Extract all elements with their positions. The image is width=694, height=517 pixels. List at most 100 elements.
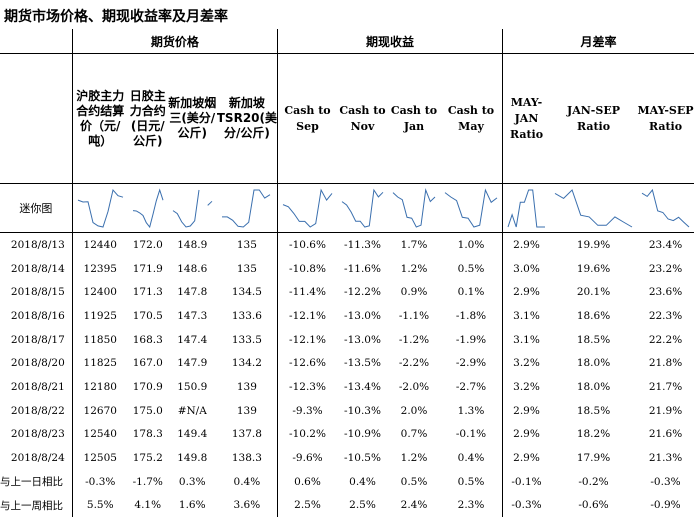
sparkline-cell	[388, 184, 440, 233]
sparkline-line	[445, 190, 497, 227]
table-cell: 12440	[72, 233, 128, 257]
table-cell: 3.2%	[503, 351, 551, 375]
table-cell: -9.3%	[278, 399, 338, 423]
date-cell: 2018/8/17	[0, 328, 72, 352]
table-cell: 168.3	[128, 328, 168, 352]
table-cell: 3.2%	[503, 375, 551, 399]
table-cell: 2.4%	[388, 494, 440, 517]
table-cell: 11825	[72, 351, 128, 375]
sparkline-cell	[337, 184, 388, 233]
table-cell: -0.3%	[72, 470, 128, 494]
sparkline-cell	[637, 184, 694, 233]
table-cell: 1.7%	[388, 233, 440, 257]
table-cell: 0.4%	[440, 446, 503, 470]
sparkline-row: 迷你图	[0, 184, 694, 233]
table-cell: -12.3%	[278, 375, 338, 399]
table-cell: 1.2%	[388, 446, 440, 470]
header-may-sep-ratio: MAY-SEP Ratio	[637, 54, 694, 184]
sparkline-line	[555, 190, 632, 227]
group-header-row: 期货价格 期现收益 月差率	[0, 29, 694, 54]
table-cell: 17.9%	[550, 446, 637, 470]
header-may-jan-ratio: MAY-JAN Ratio	[503, 54, 551, 184]
date-cell: 2018/8/13	[0, 233, 72, 257]
date-cell: 2018/8/16	[0, 304, 72, 328]
table-cell: 2.0%	[388, 399, 440, 423]
table-cell: 175.2	[128, 446, 168, 470]
table-cell: 150.9	[168, 375, 217, 399]
table-cell: -10.2%	[278, 423, 338, 447]
table-cell: 1.0%	[440, 233, 503, 257]
table-cell: 147.9	[168, 351, 217, 375]
table-cell: -0.3%	[637, 470, 694, 494]
table-cell: -0.6%	[550, 494, 637, 517]
comparison-label: 与上一日相比	[0, 470, 72, 494]
header-cash-to-jan: Cash to Jan	[388, 54, 440, 184]
table-cell: -13.0%	[337, 304, 388, 328]
table-cell: 22.3%	[637, 304, 694, 328]
column-header-row: 沪胶主力合约结算价（元/吨） 日胶主力合约(日元/公斤) 新加坡烟三(美分/公斤…	[0, 54, 694, 184]
table-cell: 135	[217, 257, 278, 281]
sparkline-chart	[168, 185, 217, 232]
table-cell: 19.9%	[550, 233, 637, 257]
table-cell: 0.1%	[440, 280, 503, 304]
table-cell: -12.1%	[278, 304, 338, 328]
table-cell: -11.4%	[278, 280, 338, 304]
header-jan-sep-ratio: JAN-SEP Ratio	[550, 54, 637, 184]
table-cell: -13.5%	[337, 351, 388, 375]
table-cell: 170.9	[128, 375, 168, 399]
sparkline-line	[393, 190, 435, 227]
group-month-spread: 月差率	[503, 29, 694, 54]
table-cell: 0.5%	[440, 470, 503, 494]
table-cell: 18.0%	[550, 351, 637, 375]
table-cell: -12.1%	[278, 328, 338, 352]
sparkline-cell	[217, 184, 278, 233]
table-cell: 3.1%	[503, 304, 551, 328]
table-cell: 23.6%	[637, 280, 694, 304]
table-cell: -0.9%	[637, 494, 694, 517]
table-cell: 18.2%	[550, 423, 637, 447]
table-cell: 0.3%	[168, 470, 217, 494]
header-cash-to-sep: Cash to Sep	[278, 54, 338, 184]
table-cell: 178.3	[128, 423, 168, 447]
group-futures-price: 期货价格	[72, 29, 277, 54]
table-cell: #N/A	[168, 399, 217, 423]
table-cell: 2.9%	[503, 423, 551, 447]
sparkline-line	[78, 190, 123, 227]
table-cell: 11925	[72, 304, 128, 328]
sparkline-chart	[337, 185, 388, 232]
table-cell: 133.5	[217, 328, 278, 352]
header-date	[0, 54, 72, 184]
table-cell: -1.2%	[388, 328, 440, 352]
sparkline-cell	[168, 184, 217, 233]
header-cash-to-nov: Cash to Nov	[337, 54, 388, 184]
table-cell: 148.9	[168, 233, 217, 257]
table-cell: 3.6%	[217, 494, 278, 517]
header-sg-tsr20: 新加坡TSR20(美分/公斤)	[217, 54, 278, 184]
table-cell: 135	[217, 233, 278, 257]
sparkline-cell	[72, 184, 128, 233]
table-cell: 18.0%	[550, 375, 637, 399]
table-cell: 23.2%	[637, 257, 694, 281]
table-cell: 0.5%	[388, 470, 440, 494]
sparkline-chart	[128, 185, 168, 232]
table-cell: 171.3	[128, 280, 168, 304]
table-cell: 1.6%	[168, 494, 217, 517]
futures-table: 期货价格 期现收益 月差率 沪胶主力合约结算价（元/吨） 日胶主力合约(日元/公…	[0, 29, 694, 517]
sparkline-line	[173, 190, 212, 227]
table-cell: -10.3%	[337, 399, 388, 423]
date-cell: 2018/8/23	[0, 423, 72, 447]
sparkline-cell	[278, 184, 338, 233]
table-cell: 2.5%	[337, 494, 388, 517]
table-cell: -1.7%	[128, 470, 168, 494]
sparkline-chart	[550, 185, 637, 232]
table-cell: 147.8	[168, 280, 217, 304]
table-cell: 3.1%	[503, 328, 551, 352]
sparkline-line	[342, 190, 383, 227]
sparkline-line	[642, 190, 689, 227]
